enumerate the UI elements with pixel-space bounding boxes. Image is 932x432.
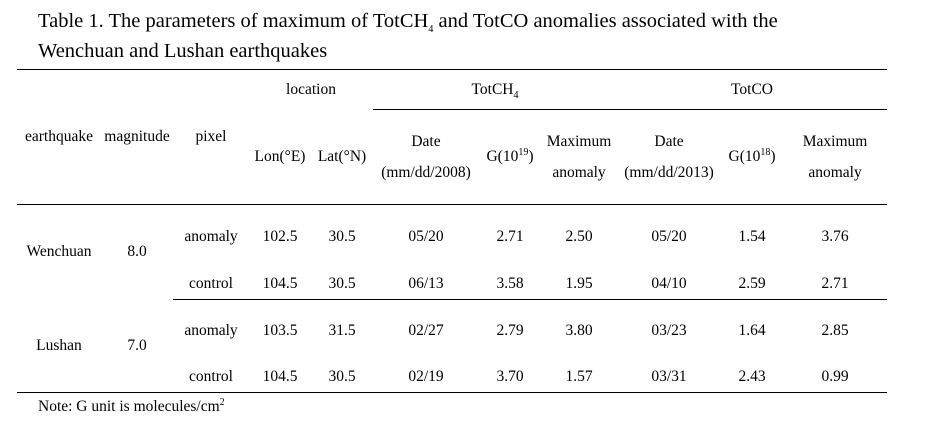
cell-lat: 30.5 xyxy=(328,367,356,385)
cell-co-max: 0.99 xyxy=(821,367,849,385)
cell-ch4-max: 2.50 xyxy=(565,227,593,245)
cell-lat: 31.5 xyxy=(328,321,356,339)
parameters-table: earthquake magnitude pixel location TotC… xyxy=(17,69,888,393)
note-sup: 2 xyxy=(219,396,225,408)
caption-line1: Table 1. The parameters of maximum of To… xyxy=(38,10,429,32)
header-magnitude: magnitude xyxy=(104,128,170,145)
caption-line1-rest: and TotCO anomalies associated with the xyxy=(433,10,778,32)
header-pixel: pixel xyxy=(195,128,227,145)
cell-lat: 30.5 xyxy=(311,268,373,300)
cell-co-max: 3.76 xyxy=(821,227,849,245)
cell-co-max: 2.71 xyxy=(783,268,888,300)
caption-sub: 4 xyxy=(428,24,434,36)
cell-lat: 30.5 xyxy=(328,227,356,245)
table-caption: Table 1. The parameters of maximum of To… xyxy=(38,6,888,66)
cell-ch4-g: 3.70 xyxy=(496,367,524,385)
header-g-ch4: G(1019) xyxy=(486,146,534,165)
cell-pixel: control xyxy=(173,268,249,300)
cell-co-g: 2.43 xyxy=(738,367,766,385)
caption-line2: Wenchuan and Lushan earthquakes xyxy=(38,40,328,62)
cell-lon: 104.5 xyxy=(262,367,298,385)
cell-ch4-g: 3.58 xyxy=(479,268,541,300)
cell-co-date: 03/23 xyxy=(651,321,687,339)
table-row: Lushan 7.0 anomaly 103.5 31.5 02/27 2.79… xyxy=(17,299,887,393)
header-totco: TotCO xyxy=(617,69,888,110)
cell-co-g: 2.59 xyxy=(721,268,784,300)
cell-ch4-date: 02/19 xyxy=(408,367,444,385)
cell-co-date: 04/10 xyxy=(617,268,722,300)
cell-ch4-max: 1.57 xyxy=(565,367,593,385)
cell-lon: 103.5 xyxy=(262,321,298,339)
cell-co-g: 1.54 xyxy=(738,227,766,245)
header-lon: Lon(°E) xyxy=(254,147,306,165)
cell-pixel: anomaly xyxy=(184,321,238,339)
cell-co-date: 05/20 xyxy=(651,227,687,245)
cell-lon: 104.5 xyxy=(249,268,311,300)
table-note: Note: G unit is molecules/cm2 xyxy=(38,396,225,416)
header-max-ch4: Maximum anomaly xyxy=(546,133,612,181)
header-max-co: Maximum anomaly xyxy=(802,133,868,181)
table-row: control 104.5 30.5 06/13 3.58 1.95 04/10… xyxy=(17,268,888,300)
cell-ch4-date: 05/20 xyxy=(408,227,444,245)
cell-ch4-date: 06/13 xyxy=(373,268,479,300)
cell-earthquake: Lushan xyxy=(17,299,101,393)
header-lat: Lat(°N) xyxy=(317,147,367,165)
cell-earthquake: Wenchuan xyxy=(26,243,92,261)
note-text: Note: G unit is molecules/cm xyxy=(38,398,220,415)
cell-ch4-g: 2.71 xyxy=(496,227,524,245)
cell-magnitude: 8.0 xyxy=(127,243,147,261)
cell-pixel: anomaly xyxy=(184,227,238,245)
cell-pixel: control xyxy=(189,367,233,385)
header-earthquake: earthquake xyxy=(25,128,93,145)
cell-ch4-max: 3.80 xyxy=(565,321,593,339)
cell-co-date: 03/31 xyxy=(651,367,687,385)
table-row: Wenchuan 8.0 anomaly 102.5 30.5 05/20 2.… xyxy=(17,205,887,269)
header-location: location xyxy=(286,80,336,98)
cell-lon: 102.5 xyxy=(262,227,298,245)
header-date-ch4: Date (mm/dd/2008) xyxy=(381,133,471,181)
cell-ch4-g: 2.79 xyxy=(496,321,524,339)
totch4-sub: 4 xyxy=(513,89,519,101)
table-row: control 104.5 30.5 02/19 3.70 1.57 03/31… xyxy=(17,362,888,393)
header-g-co: G(1018) xyxy=(728,146,776,165)
cell-magnitude: 7.0 xyxy=(101,299,173,393)
totch4-label: TotCH xyxy=(471,80,514,98)
cell-co-max: 2.85 xyxy=(821,321,849,339)
header-totch4: TotCH4 xyxy=(373,69,618,110)
cell-ch4-max: 1.95 xyxy=(541,268,618,300)
cell-ch4-date: 02/27 xyxy=(408,321,444,339)
header-date-co: Date (mm/dd/2013) xyxy=(624,133,714,181)
cell-co-g: 1.64 xyxy=(738,321,766,339)
